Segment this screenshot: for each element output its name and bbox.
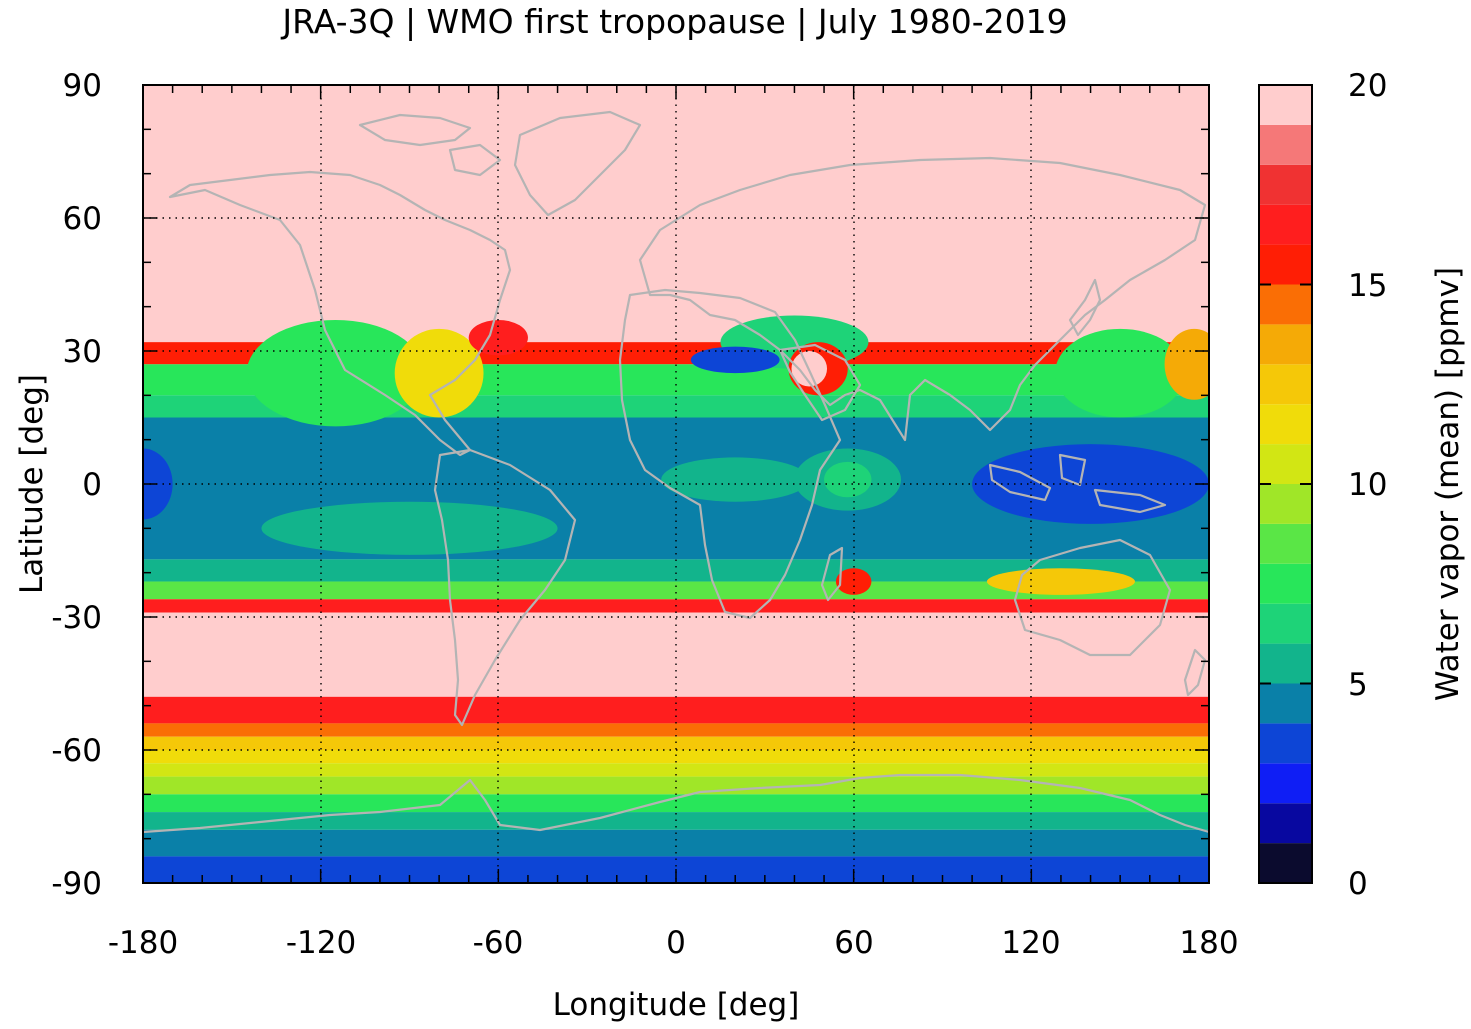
coastline-madagascar xyxy=(820,546,844,602)
x-tick-labels: -180 -120 -60 0 60 120 180 xyxy=(108,925,1239,961)
coastline-japan xyxy=(1068,278,1102,337)
coastline-south-america xyxy=(433,448,577,727)
coastline-north-america xyxy=(168,170,512,457)
coastline-antarctica xyxy=(143,773,1209,834)
regional-feature xyxy=(261,501,558,555)
y-tick-label: 0 xyxy=(82,467,102,503)
coastline-greenland xyxy=(513,110,642,217)
coastline-new-zealand xyxy=(1183,648,1207,697)
colorbar-cell xyxy=(1259,85,1312,125)
colorbar-cell xyxy=(1259,324,1312,365)
x-tick-label: 0 xyxy=(666,925,686,961)
y-tick-label: -60 xyxy=(51,733,102,769)
colorbar-cell xyxy=(1259,444,1312,484)
colorbar-cell xyxy=(1259,124,1312,165)
coastlines xyxy=(143,110,1209,834)
x-tick-label: 120 xyxy=(1001,925,1060,961)
regional-feature xyxy=(690,346,780,374)
x-tick-label: -60 xyxy=(473,925,524,961)
colorbar-cell xyxy=(1259,164,1312,205)
regional-feature xyxy=(1055,328,1186,418)
colorbar-tick-label: 5 xyxy=(1348,667,1368,703)
y-tick-label: 90 xyxy=(63,68,102,104)
coastline-africa xyxy=(618,288,842,620)
coastline-indonesia xyxy=(988,453,1167,514)
colorbar-tick-label: 20 xyxy=(1348,68,1387,104)
zonal-band xyxy=(143,581,1209,600)
chart-title: JRA-3Q | WMO first tropopause | July 198… xyxy=(280,2,1067,41)
colorbar-cell xyxy=(1259,244,1312,285)
zonal-band xyxy=(143,723,1209,737)
regional-feature xyxy=(661,457,810,502)
colorbar-tick-labels: 0 5 10 15 20 xyxy=(1348,68,1387,902)
colorbar-cell xyxy=(1259,204,1312,245)
y-tick-label: 30 xyxy=(63,334,102,370)
regional-feature xyxy=(986,568,1135,595)
y-tick-label: -90 xyxy=(51,866,102,902)
regional-feature xyxy=(972,444,1209,524)
y-tick-labels: -90 -60 -30 0 30 60 90 xyxy=(51,68,102,902)
y-tick-label: 60 xyxy=(63,201,102,237)
colorbar-ticks xyxy=(1259,84,1312,884)
colorbar: 0 5 10 15 20 Water vapor (mean) [ppmv] xyxy=(1258,68,1466,902)
colorbar-tick-label: 0 xyxy=(1348,866,1368,902)
colorbar-cell xyxy=(1259,723,1312,764)
colorbar-cell xyxy=(1259,563,1312,604)
colorbar-cell xyxy=(1259,843,1312,883)
regional-feature xyxy=(143,448,173,520)
zonal-band xyxy=(143,763,1209,777)
colorbar-tick-label: 15 xyxy=(1348,268,1387,304)
zonal-band xyxy=(143,750,1209,764)
colorbar-cell xyxy=(1259,523,1312,564)
regional-feature xyxy=(824,461,872,498)
water-vapor-regional-features xyxy=(143,315,1209,595)
colorbar-cell xyxy=(1259,484,1312,524)
colorbar-cell xyxy=(1259,683,1312,724)
zonal-band xyxy=(143,829,1209,857)
colorbar-cell xyxy=(1259,603,1312,644)
regional-feature xyxy=(835,568,872,595)
y-tick-label: -30 xyxy=(51,600,102,636)
x-tick-label: -120 xyxy=(286,925,356,961)
colorbar-cell xyxy=(1259,643,1312,684)
colorbar-cell xyxy=(1259,763,1312,804)
x-minor-ticks xyxy=(142,85,1210,883)
regional-feature xyxy=(468,319,528,356)
zonal-band xyxy=(143,85,1209,343)
coastline-australia xyxy=(1013,538,1172,657)
coastline-arabia xyxy=(778,343,862,422)
x-tick-label: 180 xyxy=(1179,925,1238,961)
colorbar-cells xyxy=(1259,85,1312,883)
colorbar-cell xyxy=(1259,284,1312,325)
zonal-band xyxy=(143,559,1209,582)
x-axis-label: Longitude [deg] xyxy=(553,987,800,1023)
x-tick-label: 60 xyxy=(834,925,873,961)
y-minor-ticks xyxy=(143,84,1209,884)
plot-area xyxy=(142,84,1210,884)
regional-feature xyxy=(1164,328,1209,400)
regional-feature xyxy=(246,319,425,427)
zonal-band xyxy=(143,736,1209,750)
zonal-band xyxy=(143,776,1209,795)
x-tick-label: -180 xyxy=(108,925,178,961)
zonal-band xyxy=(143,612,1209,697)
colorbar-tick-label: 10 xyxy=(1348,467,1387,503)
colorbar-cell xyxy=(1259,404,1312,445)
coastline-eurasia xyxy=(638,156,1207,442)
y-axis-label: Latitude [deg] xyxy=(14,374,50,594)
grid-lines xyxy=(143,85,1209,883)
colorbar-label: Water vapor (mean) [ppmv] xyxy=(1430,267,1466,701)
colorbar-cell xyxy=(1259,364,1312,405)
colorbar-cell xyxy=(1259,803,1312,844)
coastline-arctic-islands xyxy=(358,113,502,177)
